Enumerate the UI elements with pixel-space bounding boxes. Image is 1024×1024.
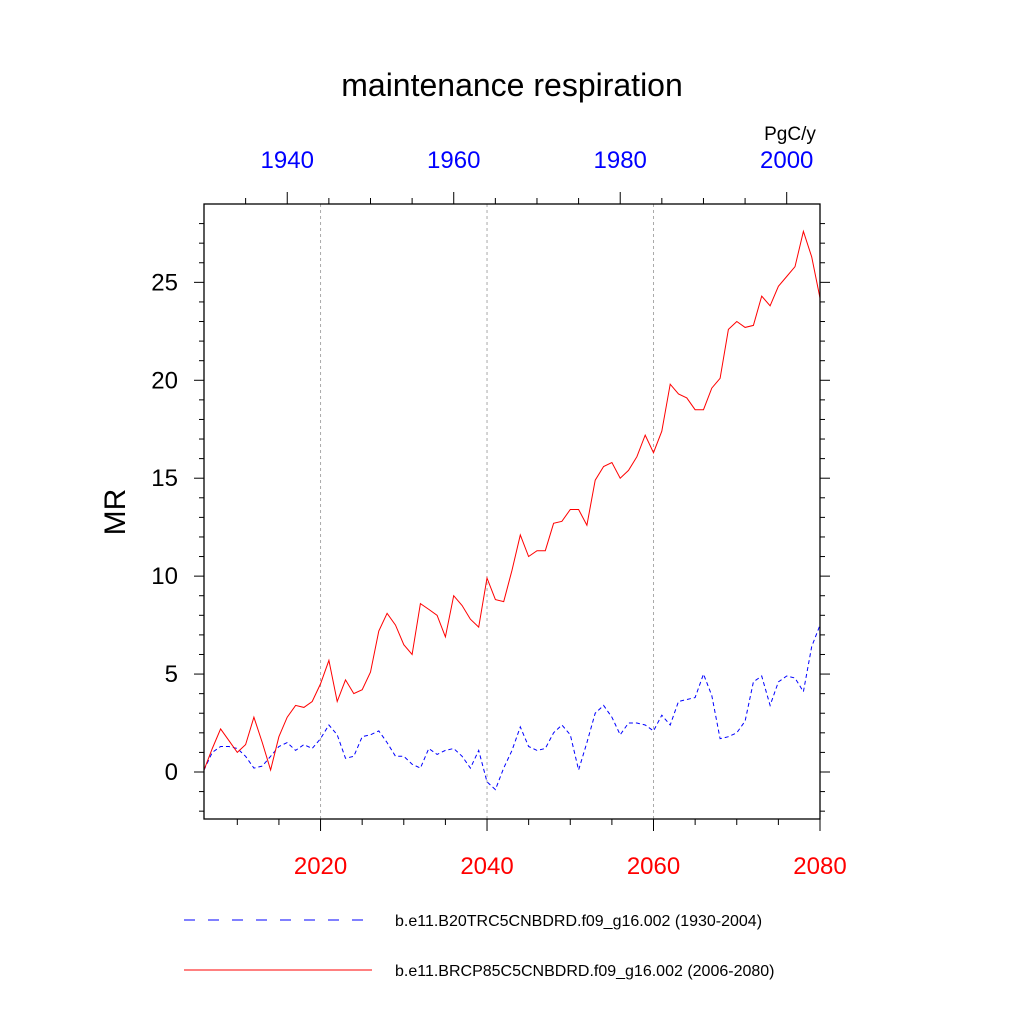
x-bottom-tick-label: 2020 <box>294 853 347 880</box>
series-lines <box>203 229 821 791</box>
series-line-historical <box>203 624 821 791</box>
y-tick-label: 10 <box>151 563 178 590</box>
x-bottom-tick-label: 2060 <box>627 853 680 880</box>
chart-title: maintenance respiration <box>341 67 683 103</box>
axes: 0 5 10 15 20 25 2020 2040 2060 2080 1940 1960 1980 20… <box>151 147 846 880</box>
x-top-tick-label: 2000 <box>760 147 813 174</box>
x-top-tick-label: 1940 <box>261 147 314 174</box>
x-top-tick-label: 1960 <box>427 147 480 174</box>
legend-label-rcp85: b.e11.BRCP85C5CNBDRD.f09_g16.002 (2006-2… <box>395 963 774 980</box>
y-tick-label: 25 <box>151 269 178 296</box>
y-tick-label: 15 <box>151 465 178 492</box>
x-top-tick-label: 1980 <box>594 147 647 174</box>
series-line-rcp85 <box>203 229 821 772</box>
plot-frame <box>203 203 821 820</box>
y-tick-label: 0 <box>165 759 178 786</box>
y-tick-label: 20 <box>151 367 178 394</box>
units-label: PgC/y <box>764 124 816 145</box>
x-bottom-tick-label: 2080 <box>793 853 846 880</box>
y-axis-label: MR <box>99 489 132 536</box>
x-bottom-tick-label: 2040 <box>460 853 513 880</box>
legend-label-historical: b.e11.B20TRC5CNBDRD.f09_g16.002 (1930-20… <box>395 913 762 930</box>
y-tick-label: 5 <box>165 661 178 688</box>
legend: b.e11.B20TRC5CNBDRD.f09_g16.002 (1930-20… <box>184 913 774 980</box>
gridlines <box>320 204 655 819</box>
